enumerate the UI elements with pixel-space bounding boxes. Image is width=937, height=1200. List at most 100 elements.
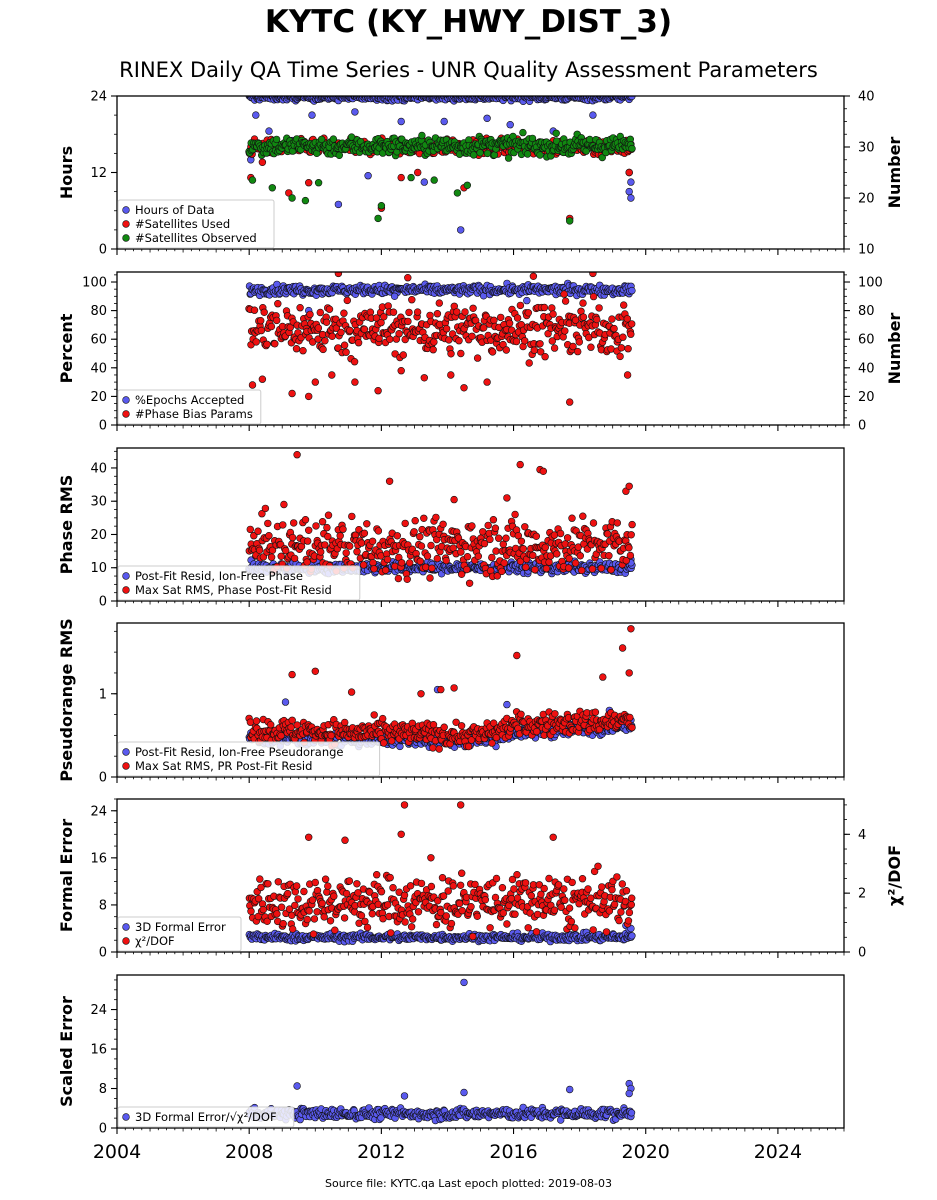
data-point (246, 525, 255, 534)
data-point (619, 333, 627, 341)
data-point (454, 534, 463, 542)
data-point (388, 737, 396, 745)
data-point (575, 338, 583, 346)
legend-marker (122, 748, 130, 756)
data-point (417, 690, 425, 698)
y2-axis-label: Number (885, 313, 904, 385)
data-point (519, 128, 527, 137)
data-point (411, 516, 419, 525)
data-point (334, 344, 342, 352)
data-point (499, 540, 507, 548)
data-point (420, 374, 428, 382)
y-tick-label: 30 (90, 495, 107, 510)
y2-tick-label: 30 (858, 141, 875, 156)
legend-marker (122, 586, 130, 594)
y-tick-label: 40 (90, 361, 107, 376)
data-point (385, 477, 394, 485)
data-point (383, 555, 392, 564)
data-point (316, 308, 324, 317)
y2-tick-label: 20 (858, 390, 875, 405)
data-point (529, 551, 537, 560)
data-point (301, 515, 310, 524)
data-point (626, 713, 634, 722)
data-points (245, 272, 636, 406)
data-point (530, 346, 538, 354)
data-point (585, 333, 593, 342)
data-point (426, 574, 434, 582)
y-tick-label: 100 (82, 276, 107, 291)
data-point (560, 290, 568, 298)
legend-marker (122, 234, 130, 242)
data-point (363, 520, 371, 528)
data-point (589, 111, 597, 119)
data-point (279, 919, 287, 928)
series-1-points (245, 96, 636, 234)
legend-marker (122, 572, 130, 580)
data-point (488, 348, 497, 356)
data-point (625, 482, 633, 490)
data-point (303, 558, 311, 566)
data-point (598, 153, 606, 162)
data-point (399, 351, 407, 359)
y-tick-label: 80 (90, 304, 107, 319)
data-point (529, 272, 538, 280)
data-point (312, 522, 320, 530)
series-2-points (245, 801, 636, 941)
data-point (457, 226, 465, 234)
data-point (265, 531, 273, 540)
data-point (414, 168, 422, 177)
data-point (380, 739, 388, 747)
data-point (366, 308, 375, 316)
data-point (360, 529, 369, 537)
data-point (280, 500, 288, 509)
data-point (571, 559, 580, 567)
legend-box (117, 741, 381, 777)
data-point (391, 562, 399, 570)
data-point (273, 910, 281, 918)
legend: %Epochs Accepted#Phase Bias Params (117, 389, 262, 425)
data-point (293, 451, 301, 459)
data-point (460, 384, 468, 392)
data-point (552, 129, 560, 138)
data-point (532, 532, 540, 540)
data-point (536, 348, 545, 356)
data-point (503, 700, 511, 709)
legend-label: Hours of Data (135, 203, 215, 217)
data-point (536, 340, 544, 348)
data-point (397, 173, 405, 182)
data-point (513, 314, 522, 322)
data-point (457, 722, 466, 730)
data-point (517, 710, 525, 718)
data-point (490, 316, 498, 324)
data-point (254, 527, 262, 535)
data-point (257, 883, 265, 892)
data-point (541, 353, 549, 361)
y2-tick-label: 0 (858, 419, 866, 434)
data-point (334, 272, 343, 278)
data-point (495, 534, 503, 542)
data-point (347, 688, 356, 696)
legend-label: #Phase Bias Params (135, 407, 253, 421)
data-point (321, 337, 329, 345)
data-point (274, 300, 282, 308)
legend-marker (122, 410, 130, 418)
data-point (542, 564, 551, 573)
data-point (573, 347, 582, 356)
data-point (317, 135, 326, 144)
data-point (305, 526, 313, 534)
data-point (467, 736, 476, 744)
data-point (377, 202, 386, 210)
data-point (599, 673, 607, 681)
data-point (255, 546, 264, 554)
data-point (288, 389, 296, 398)
data-point (264, 880, 272, 888)
data-point (484, 521, 492, 530)
data-point (553, 550, 561, 558)
data-point (522, 563, 530, 571)
data-point (308, 111, 316, 119)
data-point (514, 531, 522, 540)
data-point (354, 339, 363, 347)
data-point (488, 739, 496, 747)
